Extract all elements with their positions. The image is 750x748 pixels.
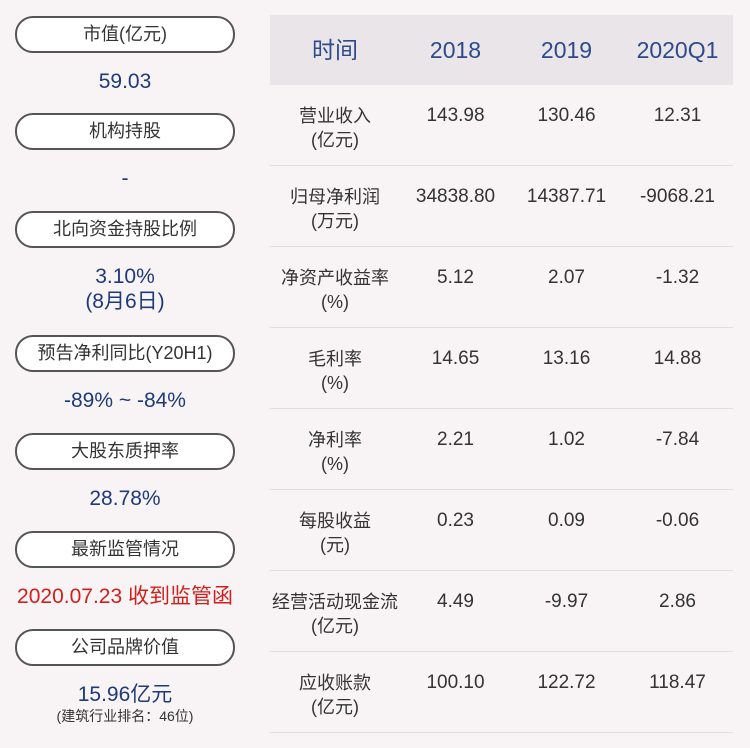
value-text: 3.10% bbox=[95, 265, 155, 288]
row-label: (%) bbox=[321, 454, 349, 474]
row-label: (%) bbox=[321, 373, 349, 393]
row-label: 营业收入 bbox=[299, 106, 371, 126]
header-cell: 2020Q1 bbox=[636, 37, 719, 63]
value-text: (8月6日) bbox=[85, 290, 165, 313]
row-divider bbox=[270, 489, 733, 490]
row-value: 34838.80 bbox=[415, 186, 496, 207]
row-value: 2.21 bbox=[437, 429, 474, 450]
row-divider bbox=[270, 651, 733, 652]
header-cell: 时间 bbox=[312, 37, 358, 63]
row-value: 2.07 bbox=[548, 267, 585, 288]
value-text: 2020.07.23 收到监管函 bbox=[17, 585, 233, 608]
value-note: (建筑行业排名：46位) bbox=[56, 708, 194, 724]
row-label: 净资产收益率 bbox=[281, 268, 389, 288]
row-value: -9.97 bbox=[544, 591, 589, 612]
row-value: 14387.71 bbox=[526, 186, 607, 207]
value-text: - bbox=[121, 167, 129, 190]
row-label: 归母净利润 bbox=[290, 187, 380, 207]
row-value: 13.16 bbox=[542, 348, 591, 369]
row-value: -0.06 bbox=[655, 510, 700, 531]
row-value: 1.02 bbox=[548, 429, 585, 450]
header-cell: 2019 bbox=[540, 37, 593, 63]
label-pill: 北向资金持股比例 bbox=[15, 211, 235, 248]
label-pill: 市值(亿元) bbox=[15, 16, 235, 53]
row-value: 5.12 bbox=[437, 267, 474, 288]
row-value: -1.32 bbox=[655, 267, 700, 288]
row-value: 122.72 bbox=[537, 672, 596, 693]
row-label: (亿元) bbox=[311, 697, 359, 717]
label-pill: 预告净利同比(Y20H1) bbox=[15, 335, 235, 372]
value-text: -89% ~ -84% bbox=[64, 389, 186, 412]
row-label: 应收账款 bbox=[299, 673, 371, 693]
row-value: 0.23 bbox=[437, 510, 474, 531]
label-pill: 大股东质押率 bbox=[15, 433, 235, 470]
row-label: (亿元) bbox=[311, 130, 359, 150]
row-value: 4.49 bbox=[437, 591, 474, 612]
row-divider bbox=[270, 570, 733, 571]
row-value: -7.84 bbox=[655, 429, 700, 450]
row-value: 143.98 bbox=[426, 105, 485, 126]
label-pill: 公司品牌价值 bbox=[15, 629, 235, 666]
row-value: -9068.21 bbox=[639, 186, 715, 207]
row-value: 14.88 bbox=[653, 348, 702, 369]
row-value: 118.47 bbox=[649, 672, 706, 693]
row-label: 净利率 bbox=[308, 430, 362, 450]
table-header-bg bbox=[270, 15, 733, 85]
row-label: 毛利率 bbox=[308, 349, 362, 369]
row-value: 130.46 bbox=[537, 105, 596, 126]
row-label: (亿元) bbox=[311, 616, 359, 636]
value-text: 15.96亿元 bbox=[77, 683, 173, 706]
row-divider bbox=[270, 408, 733, 409]
row-label: (元) bbox=[320, 535, 350, 555]
row-value: 2.86 bbox=[659, 591, 696, 612]
row-value: 100.10 bbox=[426, 672, 485, 693]
row-value: 14.65 bbox=[431, 348, 480, 369]
label-pill: 最新监管情况 bbox=[15, 531, 235, 568]
row-divider bbox=[270, 732, 733, 733]
row-label: 经营活动现金流 bbox=[272, 592, 398, 612]
label-pill: 机构持股 bbox=[15, 113, 235, 150]
row-value: 12.31 bbox=[653, 105, 702, 126]
row-value: 0.09 bbox=[548, 510, 585, 531]
row-divider bbox=[270, 327, 733, 328]
row-label: 每股收益 bbox=[299, 511, 371, 531]
row-label: (%) bbox=[321, 292, 349, 312]
row-divider bbox=[270, 165, 733, 166]
row-label: (万元) bbox=[311, 211, 359, 231]
row-divider bbox=[270, 246, 733, 247]
value-text: 28.78% bbox=[89, 487, 161, 510]
value-text: 59.03 bbox=[98, 70, 152, 93]
header-cell: 2018 bbox=[429, 37, 482, 63]
